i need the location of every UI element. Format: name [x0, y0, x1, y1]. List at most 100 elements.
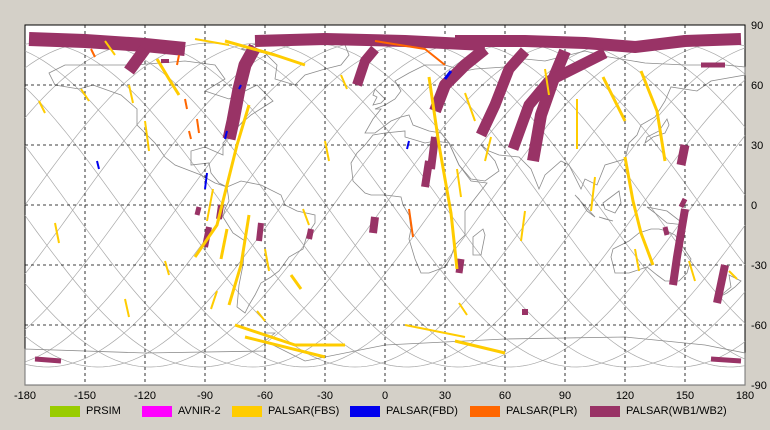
y-tick-label: 30 [751, 140, 763, 152]
swath-palsar-fbs- [289, 274, 303, 290]
legend-swatch [232, 405, 262, 417]
swath-palsar-wb1-wb2- [676, 144, 690, 166]
swath-palsar-wb1-wb2- [455, 258, 465, 274]
swath-palsar-plr- [408, 208, 414, 238]
swath-palsar-plr- [196, 118, 200, 134]
coastline [602, 190, 622, 214]
swath-palsar-fbs- [324, 140, 330, 162]
swath-palsar-fbs- [244, 335, 326, 359]
legend-item: PALSAR(FBS) [232, 403, 339, 419]
coastline [598, 216, 614, 222]
legend-item: PALSAR(PLR) [470, 403, 577, 419]
swath-palsar-fbs- [155, 58, 181, 96]
swath-palsar-fbs- [227, 214, 251, 306]
swath-palsar-wb1-wb2- [713, 264, 729, 304]
swath-palsar-wb1-wb2- [429, 44, 489, 114]
legend-label: PALSAR(FBS) [268, 405, 340, 417]
swath-palsar-fbs- [206, 188, 214, 222]
coastline [644, 118, 670, 145]
swath-palsar-fbs- [464, 92, 476, 122]
swath-palsar-wb1-wb2- [669, 208, 689, 286]
legend-swatch [470, 405, 500, 417]
swath-palsar-fbs- [484, 136, 492, 162]
x-tick-label: -150 [74, 390, 96, 402]
swath-palsar-fbs- [623, 156, 655, 266]
swath-palsar-fbs- [194, 38, 230, 46]
swath-palsar-fbs- [427, 76, 459, 270]
swath-palsar-fbs- [54, 222, 60, 244]
x-tick-label: -180 [14, 390, 36, 402]
coastline [364, 50, 746, 191]
x-tick-label: -60 [257, 390, 273, 402]
legend-item: AVNIR-2 [142, 403, 221, 419]
swath-palsar-wb1-wb2- [124, 45, 150, 75]
legend: PRSIM AVNIR-2 PALSAR(FBS) PALSAR(FBD) PALSAR… [0, 400, 770, 422]
swath-palsar-fbs- [544, 68, 550, 96]
swath-palsar-fbs- [234, 323, 345, 347]
swath-palsar-fbd- [224, 130, 228, 140]
x-tick-label: 30 [439, 390, 451, 402]
swath-palsar-wb1-wb2- [34, 356, 62, 364]
swath-palsar-fbs- [104, 40, 116, 56]
swath-palsar-wb1-wb2- [421, 160, 433, 188]
swath-palsar-fbs- [634, 248, 640, 272]
coastline [48, 60, 274, 188]
swath-palsar-fbs- [728, 270, 738, 280]
legend-item: PALSAR(WB1/WB2) [590, 403, 727, 419]
x-tick-label: 150 [676, 390, 694, 402]
legend-label: PALSAR(WB1/WB2) [626, 405, 727, 417]
x-tick-label: 60 [499, 390, 511, 402]
swath-palsar-fbs- [128, 84, 134, 104]
swath-palsar-fbs- [144, 120, 150, 152]
x-tick-label: -120 [134, 390, 156, 402]
x-tick-label: -30 [317, 390, 333, 402]
swath-palsar-fbs- [80, 88, 90, 102]
acquisition-swaths [28, 32, 742, 364]
legend-item: PRSIM [50, 403, 121, 419]
swath-palsar-fbs- [520, 210, 526, 242]
coastline [372, 88, 386, 106]
swath-palsar-fbs- [124, 298, 130, 318]
swath-palsar-fbs- [601, 76, 627, 122]
swath-palsar-wb1-wb2- [369, 216, 379, 234]
x-tick-labels: -180 -150 -120 -90 -60 -30 0 30 60 90 120 150 180 [14, 390, 754, 402]
swath-palsar-wb1-wb2- [455, 33, 742, 53]
legend-label: PRSIM [86, 405, 121, 417]
swath-palsar-plr- [374, 40, 446, 66]
swath-palsar-fbs- [404, 324, 466, 338]
y-tick-label: 90 [751, 20, 763, 32]
swath-palsar-fbs- [164, 260, 170, 276]
swath-palsar-wb1-wb2- [28, 32, 186, 56]
swath-palsar-fbs- [210, 290, 218, 310]
x-tick-label: 0 [382, 390, 388, 402]
swath-palsar-fbd- [443, 70, 453, 80]
x-tick-label: -90 [197, 390, 213, 402]
x-tick-label: 120 [616, 390, 634, 402]
swath-palsar-wb1-wb2- [194, 206, 202, 216]
legend-swatch [50, 405, 80, 417]
coastline [610, 228, 692, 282]
swath-palsar-plr- [90, 48, 96, 58]
swath-palsar-fbd- [204, 172, 208, 190]
swath-palsar-fbs- [193, 104, 251, 258]
legend-swatch [590, 405, 620, 417]
legend-swatch [350, 405, 380, 417]
coastline [646, 206, 687, 226]
coastline [718, 274, 742, 298]
swath-palsar-fbs- [264, 248, 270, 272]
swath-palsar-fbd- [96, 160, 100, 170]
x-tick-label: 180 [736, 390, 754, 402]
swath-palsar-fbd- [406, 140, 410, 150]
swath-palsar-wb1-wb2- [710, 356, 742, 364]
swath-palsar-fbs- [639, 70, 667, 162]
swath-palsar-fbs- [456, 168, 462, 198]
legend-label: PALSAR(PLR) [506, 405, 578, 417]
legend-label: AVNIR-2 [178, 405, 221, 417]
swath-palsar-plr- [176, 54, 180, 66]
swath-palsar-wb1-wb2- [306, 228, 314, 240]
swath-palsar-fbs- [458, 302, 468, 316]
y-tick-labels: 90 60 30 0 -30 -60 -90 [751, 20, 767, 392]
swath-palsar-fbs- [224, 39, 306, 67]
swath-palsar-wb1-wb2- [254, 33, 486, 51]
